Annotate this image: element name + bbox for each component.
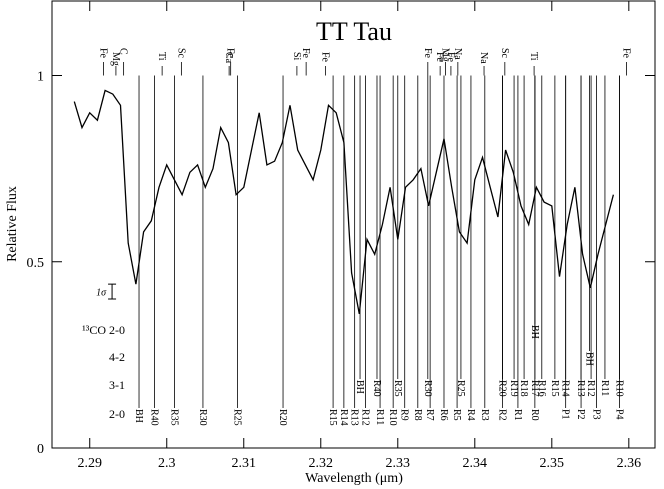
co-line-label: R8 bbox=[412, 409, 423, 421]
y-tick-label: 1 bbox=[37, 70, 44, 85]
co-band-label: 3-1 bbox=[109, 378, 125, 392]
co-line-label: R35 bbox=[392, 380, 403, 397]
co-line-label: BH bbox=[529, 325, 540, 339]
co-line-label: R19 bbox=[508, 380, 519, 397]
co-line-label: P2 bbox=[575, 409, 586, 420]
x-tick-label: 2.36 bbox=[617, 456, 642, 471]
spectrum-line bbox=[73, 89, 615, 315]
plot-frame bbox=[51, 0, 656, 449]
atomic-line-label: C bbox=[118, 48, 129, 55]
y-tick-label: 0 bbox=[37, 442, 44, 457]
co-line-label: R9 bbox=[399, 409, 410, 421]
x-tick-label: 2.29 bbox=[77, 456, 102, 471]
co-line-label: R25 bbox=[455, 380, 466, 397]
co-line-label: R30 bbox=[197, 409, 208, 426]
co-band-label: ¹³CO 2-0 bbox=[82, 323, 125, 337]
co-line-label: R1 bbox=[512, 409, 523, 421]
atomic-line-label: Fe bbox=[300, 48, 311, 59]
co-line-label: R12 bbox=[359, 409, 370, 426]
co-line-label: R17 bbox=[529, 380, 540, 397]
atomic-line-label: Fe bbox=[319, 52, 330, 63]
co-line-label: R14 bbox=[560, 380, 571, 397]
co-line-label: R2 bbox=[497, 409, 508, 421]
co-line-label: R0 bbox=[529, 409, 540, 421]
co-band-label: 4-2 bbox=[109, 350, 125, 364]
co-line-label: R13 bbox=[575, 380, 586, 397]
co-line-label: R20 bbox=[497, 380, 508, 397]
co-line-label: P4 bbox=[614, 409, 625, 420]
atomic-line-label: Ti bbox=[528, 52, 539, 61]
x-tick-label: 2.32 bbox=[309, 456, 334, 471]
atomic-line-label: Sc bbox=[175, 48, 186, 59]
x-tick-label: 2.31 bbox=[232, 456, 257, 471]
error-bar bbox=[108, 283, 117, 300]
atomic-line-label: Fe bbox=[445, 52, 456, 63]
atomic-line-label: Ti bbox=[156, 52, 167, 61]
atomic-line-label: Fe bbox=[621, 48, 632, 59]
x-tick-label: 2.33 bbox=[386, 456, 411, 471]
y-axis-label: Relative Flux bbox=[5, 186, 20, 262]
co-line-label: R14 bbox=[338, 409, 349, 426]
atomic-line-label: Sc bbox=[499, 48, 510, 59]
error-bar-label: 1σ bbox=[96, 288, 107, 299]
co-line-label: BH bbox=[133, 409, 144, 423]
chart-title: TT Tau bbox=[316, 17, 392, 46]
co-line-label: R6 bbox=[438, 409, 449, 421]
co-line-label: R40 bbox=[148, 409, 159, 426]
atomic-line-label: Si bbox=[291, 52, 302, 61]
atomic-line-label: Mg bbox=[110, 52, 121, 66]
x-tick-label: 2.35 bbox=[540, 456, 565, 471]
co-line-label: P3 bbox=[590, 409, 601, 420]
y-tick-label: 0.5 bbox=[27, 256, 45, 271]
co-line-label: R15 bbox=[327, 409, 338, 426]
co-line-label: R3 bbox=[479, 409, 490, 421]
co-line-label: R16 bbox=[536, 380, 547, 397]
co-line-label: R7 bbox=[424, 409, 435, 421]
co-line-label: R13 bbox=[349, 409, 360, 426]
co-line-label: BH bbox=[354, 380, 365, 394]
atomic-line-label: Mg bbox=[440, 48, 451, 62]
atomic-line-label: Ca bbox=[223, 52, 234, 64]
x-tick-label: 2.3 bbox=[158, 456, 176, 471]
atomic-line-label: Fe bbox=[434, 52, 445, 63]
atomic-line-label: Fe bbox=[422, 48, 433, 59]
co-line-label: R12 bbox=[585, 380, 596, 397]
atomic-line-label: Na bbox=[452, 48, 463, 60]
co-line-label: R4 bbox=[465, 409, 476, 421]
co-line-label: R5 bbox=[451, 409, 462, 421]
co-line-label: R30 bbox=[422, 380, 433, 397]
co-line-label: R11 bbox=[374, 409, 385, 425]
atomic-line-label: Fe bbox=[225, 48, 236, 59]
co-line-label: R35 bbox=[168, 409, 179, 426]
co-line-label: R11 bbox=[599, 380, 610, 396]
co-line-label: BH bbox=[584, 352, 595, 366]
co-line-label: R25 bbox=[232, 409, 243, 426]
x-tick-label: 2.34 bbox=[463, 456, 488, 471]
co-line-label: R15 bbox=[549, 380, 560, 397]
co-band-label: 2-0 bbox=[109, 407, 125, 421]
co-line-label: R18 bbox=[518, 380, 529, 397]
co-line-label: R20 bbox=[277, 409, 288, 426]
co-line-label: R10 bbox=[387, 409, 398, 426]
x-axis-label: Wavelength (μm) bbox=[305, 471, 403, 486]
co-line-label: P1 bbox=[560, 409, 571, 420]
co-line-label: R40 bbox=[371, 380, 382, 397]
atomic-line-label: Fe bbox=[98, 48, 109, 59]
co-line-label: R10 bbox=[614, 380, 625, 397]
atomic-line-label: Na bbox=[478, 52, 489, 64]
